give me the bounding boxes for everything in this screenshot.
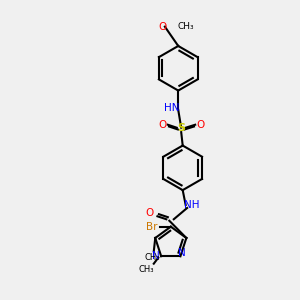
- Text: CH₃: CH₃: [139, 265, 154, 274]
- Text: O: O: [158, 120, 166, 130]
- Text: HN: HN: [164, 103, 179, 113]
- Text: NH: NH: [184, 200, 200, 210]
- Text: O: O: [196, 120, 205, 130]
- Text: Br: Br: [146, 222, 157, 232]
- Text: O: O: [146, 208, 154, 218]
- Text: O: O: [158, 22, 166, 32]
- Text: CH₃: CH₃: [145, 253, 160, 262]
- Text: CH₃: CH₃: [177, 22, 194, 31]
- Text: N: N: [152, 251, 160, 261]
- Text: S: S: [177, 123, 185, 133]
- Text: N: N: [178, 248, 186, 258]
